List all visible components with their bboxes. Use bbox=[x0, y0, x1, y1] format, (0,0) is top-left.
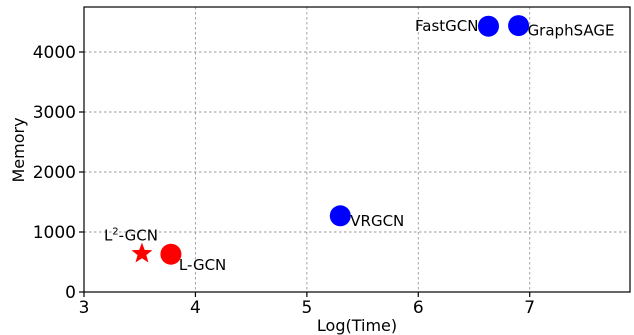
y-tick-label: 2000 bbox=[33, 163, 76, 183]
point-label: L-GCN bbox=[179, 256, 226, 274]
x-tick-label: 5 bbox=[301, 298, 312, 318]
data-point bbox=[160, 243, 182, 265]
y-tick-label: 4000 bbox=[33, 43, 76, 63]
data-point-star bbox=[131, 242, 153, 263]
data-point bbox=[477, 15, 499, 37]
data-point bbox=[329, 205, 351, 227]
point-label-base: L bbox=[104, 227, 113, 245]
x-axis-label: Log(Time) bbox=[317, 316, 397, 335]
data-point bbox=[508, 15, 530, 37]
point-label: L2-GCN bbox=[104, 227, 158, 245]
y-tick-label: 1000 bbox=[33, 223, 76, 243]
x-tick-label: 6 bbox=[413, 298, 424, 318]
plot-frame bbox=[83, 6, 631, 293]
y-tick-label: 3000 bbox=[33, 103, 76, 123]
x-tick-label: 7 bbox=[524, 298, 535, 318]
y-tick-label: 0 bbox=[65, 283, 76, 303]
data-points bbox=[131, 15, 530, 265]
point-label: VRGCN bbox=[350, 212, 404, 230]
y-axis-label: Memory bbox=[9, 117, 28, 182]
axis-ticks: 3 4 5 6 7 0 1000 2000 3000 4000 bbox=[33, 43, 535, 318]
point-label: GraphSAGE bbox=[528, 22, 615, 40]
point-label: FastGCN bbox=[415, 17, 478, 35]
point-label-rest: -GCN bbox=[119, 227, 158, 245]
x-tick-label: 3 bbox=[79, 298, 90, 318]
x-tick-label: 4 bbox=[190, 298, 201, 318]
point-label-superscript: 2 bbox=[112, 227, 118, 238]
